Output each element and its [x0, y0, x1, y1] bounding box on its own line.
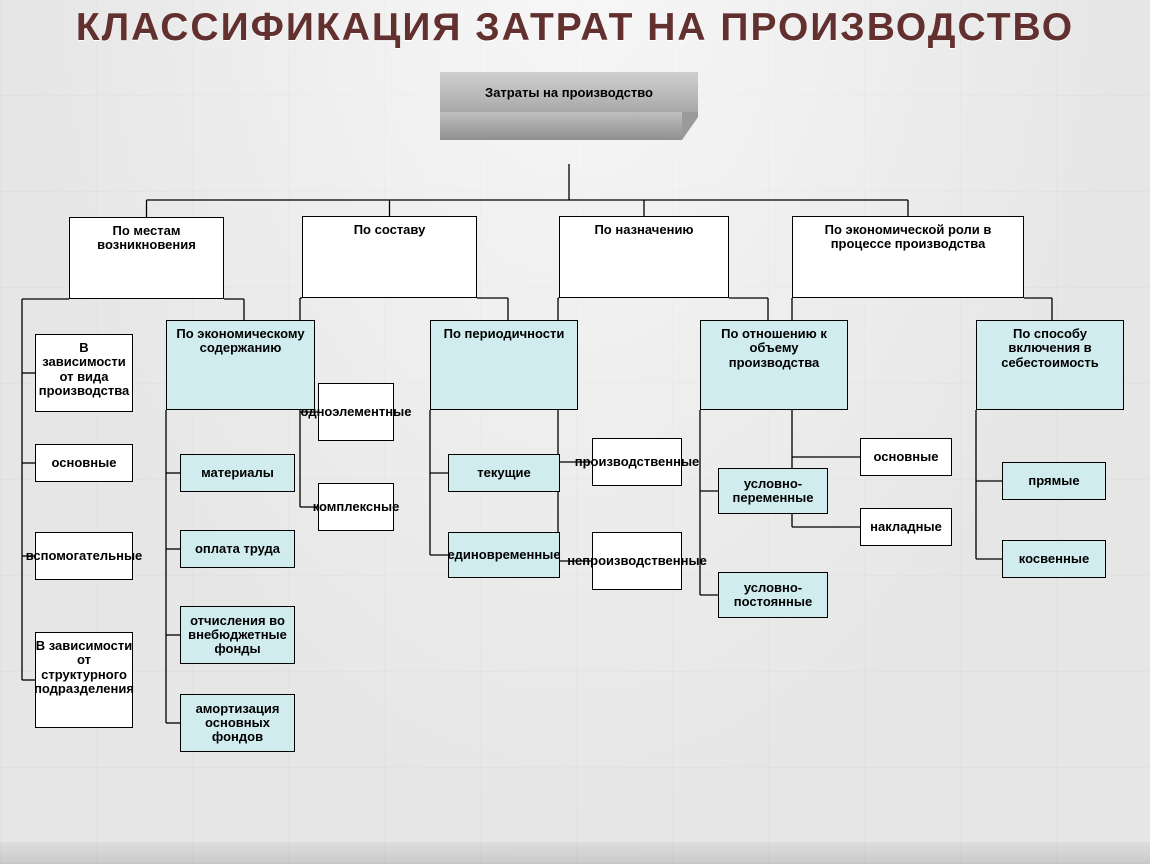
diagram-node-label: одноэлементные: [301, 405, 412, 419]
diagram-node-label: косвенные: [1019, 552, 1089, 566]
diagram-node-label: По назначению: [594, 223, 693, 237]
root-node: Затраты на производство: [440, 72, 698, 140]
diagram-node: отчисления во внебюджетные фонды: [180, 606, 295, 664]
diagram-node: основные: [860, 438, 952, 476]
diagram-node-label: производственные: [575, 455, 700, 469]
diagram-node: По отношению к объему производства: [700, 320, 848, 410]
diagram-node: По экономическому содержанию: [166, 320, 315, 410]
diagram-node-label: прямые: [1028, 474, 1079, 488]
root-node-label: Затраты на производство: [440, 72, 698, 112]
floor-shadow: [0, 842, 1150, 864]
diagram-node: По периодичности: [430, 320, 578, 410]
diagram-node: вспомогательные: [35, 532, 133, 580]
diagram-node-label: По экономической роли в процессе произво…: [797, 223, 1019, 252]
diagram-node-label: По отношению к объему производства: [705, 327, 843, 370]
diagram-node: текущие: [448, 454, 560, 492]
diagram-node-label: основные: [874, 450, 939, 464]
diagram-node-label: единовременные: [447, 548, 560, 562]
diagram-node-label: По местам возникновения: [74, 224, 219, 253]
diagram-node-label: накладные: [870, 520, 942, 534]
diagram-node-label: вспомогательные: [26, 549, 143, 563]
diagram-node-label: По экономическому содержанию: [171, 327, 310, 356]
diagram-node: По составу: [302, 216, 477, 298]
diagram-node: оплата труда: [180, 530, 295, 568]
diagram-node-label: материалы: [201, 466, 274, 480]
diagram-node-label: непроизводственные: [567, 554, 707, 568]
diagram-node-label: В зависимости от вида производства: [39, 341, 130, 398]
diagram-node: В зависимости от вида производства: [35, 334, 133, 412]
diagram-node-label: отчисления во внебюджетные фонды: [185, 614, 290, 657]
diagram-node: условно-переменные: [718, 468, 828, 514]
diagram-node-label: амортизация основных фондов: [185, 702, 290, 745]
diagram-node: По назначению: [559, 216, 729, 298]
diagram-node: прямые: [1002, 462, 1106, 500]
diagram-node-label: В зависимости от структурного подразделе…: [34, 639, 134, 696]
diagram-node: основные: [35, 444, 133, 482]
diagram-node: По способу включения в себестоимость: [976, 320, 1124, 410]
diagram-node: непроизводственные: [592, 532, 682, 590]
diagram-node-label: оплата труда: [195, 542, 280, 556]
diagram-node: По экономической роли в процессе произво…: [792, 216, 1024, 298]
diagram-node: амортизация основных фондов: [180, 694, 295, 752]
diagram-node-label: По способу включения в себестоимость: [981, 327, 1119, 370]
diagram-node: материалы: [180, 454, 295, 492]
diagram-node: накладные: [860, 508, 952, 546]
page-title: КЛАССИФИКАЦИЯ ЗАТРАТ НА ПРОИЗВОДСТВО: [0, 6, 1150, 50]
diagram-node: одноэлементные: [318, 383, 394, 441]
diagram-node: единовременные: [448, 532, 560, 578]
diagram-node: комплексные: [318, 483, 394, 531]
diagram-node-label: комплексные: [313, 500, 400, 514]
diagram-node-label: основные: [52, 456, 117, 470]
diagram-node-label: условно-переменные: [723, 477, 823, 506]
diagram-node-label: условно-постоянные: [723, 581, 823, 610]
diagram-node-label: По периодичности: [444, 327, 565, 341]
diagram-node: В зависимости от структурного подразделе…: [35, 632, 133, 728]
diagram-node: косвенные: [1002, 540, 1106, 578]
diagram-node-label: текущие: [477, 466, 531, 480]
diagram-node: По местам возникновения: [69, 217, 224, 299]
diagram-node-label: По составу: [354, 223, 426, 237]
diagram-node: производственные: [592, 438, 682, 486]
diagram-node: условно-постоянные: [718, 572, 828, 618]
